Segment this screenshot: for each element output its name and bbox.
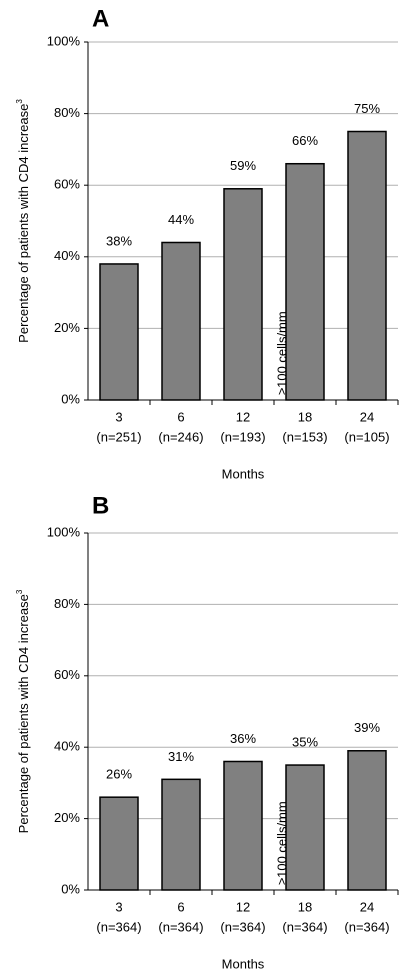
x-tick-count: (n=364) [344,919,389,934]
y-axis-label-sup: 3 [15,589,24,594]
y-tick-label: 60% [54,667,80,682]
y-tick-label: 0% [61,881,80,896]
x-tick-count: (n=364) [282,919,327,934]
y-axis-label-text: Percentage of patients with CD4 increase [16,104,31,343]
y-tick-label: 80% [54,105,80,120]
x-tick-count: (n=193) [220,429,265,444]
y-tick-label: 40% [54,739,80,754]
x-tick-count: (n=153) [282,429,327,444]
bar [285,162,325,401]
x-tick-count: (n=364) [220,919,265,934]
bar [347,130,387,401]
y-tick-label: 40% [54,248,80,263]
value-label: 36% [230,731,256,746]
value-label: 39% [354,720,380,735]
x-tick-label: 12 [236,409,250,424]
y-tick-label: 60% [54,177,80,192]
y-tick-label: 80% [54,596,80,611]
value-label: 44% [168,212,194,227]
x-tick-count: (n=105) [344,429,389,444]
x-tick-count: (n=364) [158,919,203,934]
x-tick-count: (n=364) [96,919,141,934]
x-axis-label: Months [222,956,265,971]
x-tick-label: 6 [177,899,184,914]
bar [161,778,201,891]
x-tick-label: 18 [298,409,312,424]
x-axis-label: Months [222,466,265,481]
y-tick-label: 0% [61,391,80,406]
y-axis-label: Percentage of patients with CD4 increase… [15,589,31,833]
value-label: 59% [230,158,256,173]
value-label: 38% [106,233,132,248]
value-label: 66% [292,133,318,148]
y-tick-label: 100% [47,33,81,48]
y-tick-label: 20% [54,810,80,825]
value-label: 35% [292,734,318,749]
x-tick-label: 24 [360,409,374,424]
y-axis-label: Percentage of patients with CD4 increase… [15,99,31,343]
bar [223,760,263,891]
y-axis-label-sup: 3 [15,99,24,104]
x-tick-count: (n=251) [96,429,141,444]
bar [161,241,201,401]
x-tick-count: (n=246) [158,429,203,444]
value-label: 31% [168,749,194,764]
x-tick-label: 6 [177,409,184,424]
y-axis-label-text: Percentage of patients with CD4 increase [16,594,31,833]
x-tick-label: 3 [115,899,122,914]
panel-title: B [92,492,109,519]
x-tick-label: 12 [236,899,250,914]
y-tick-label: 100% [47,524,81,539]
bar [99,796,139,891]
panel-title: A [92,5,109,32]
y-tick-label: 20% [54,320,80,335]
bar [99,263,139,401]
value-label: 75% [354,101,380,116]
x-tick-label: 24 [360,899,374,914]
value-label: 26% [106,767,132,782]
bar [285,764,325,891]
bar [347,750,387,891]
x-tick-label: 18 [298,899,312,914]
x-tick-label: 3 [115,409,122,424]
bar [223,188,263,401]
